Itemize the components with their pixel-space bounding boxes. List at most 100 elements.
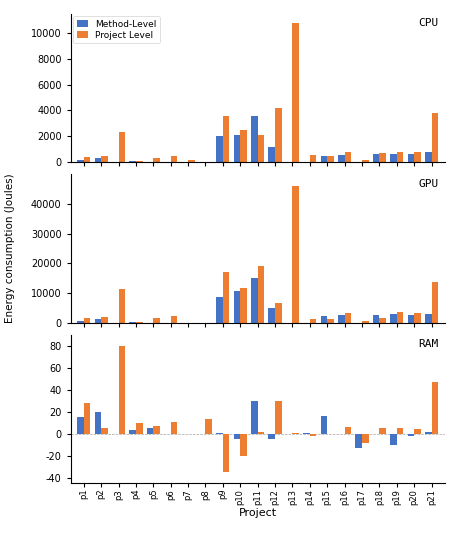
Bar: [251, 278, 257, 323]
Bar: [136, 161, 142, 162]
Bar: [396, 152, 403, 162]
Bar: [222, 272, 229, 323]
Bar: [240, 434, 246, 456]
Bar: [430, 113, 437, 162]
Bar: [389, 434, 396, 445]
Bar: [129, 430, 136, 434]
Bar: [396, 428, 403, 434]
Bar: [101, 318, 107, 323]
Bar: [84, 318, 90, 323]
Bar: [292, 433, 298, 434]
Text: Energy consumption (Joules): Energy consumption (Joules): [5, 173, 15, 323]
Bar: [292, 23, 298, 162]
Bar: [216, 298, 222, 323]
Bar: [118, 346, 125, 434]
Bar: [361, 160, 368, 162]
Bar: [320, 316, 327, 323]
Bar: [257, 135, 263, 162]
Bar: [77, 160, 84, 162]
Bar: [251, 116, 257, 162]
Bar: [379, 318, 385, 323]
Bar: [344, 313, 350, 323]
Bar: [77, 417, 84, 434]
Bar: [136, 321, 142, 323]
Bar: [389, 154, 396, 162]
Bar: [274, 303, 281, 323]
Bar: [327, 156, 333, 162]
Bar: [240, 130, 246, 162]
Bar: [268, 147, 274, 162]
Bar: [424, 152, 430, 162]
Bar: [407, 315, 413, 323]
Bar: [153, 318, 160, 323]
Text: CPU: CPU: [418, 18, 438, 28]
Bar: [101, 428, 107, 434]
Bar: [233, 291, 240, 323]
Legend: Method-Level, Project Level: Method-Level, Project Level: [73, 16, 160, 43]
Bar: [407, 154, 413, 162]
Bar: [136, 423, 142, 434]
Bar: [292, 186, 298, 323]
Bar: [320, 416, 327, 434]
Bar: [424, 431, 430, 434]
Bar: [101, 157, 107, 162]
Bar: [94, 320, 101, 323]
Bar: [118, 289, 125, 323]
Bar: [129, 322, 136, 323]
Bar: [240, 288, 246, 323]
Bar: [147, 428, 153, 434]
Bar: [396, 312, 403, 323]
Bar: [268, 308, 274, 323]
Bar: [354, 434, 361, 448]
Bar: [309, 434, 316, 436]
Bar: [337, 315, 344, 323]
Bar: [309, 319, 316, 323]
Bar: [274, 401, 281, 434]
Bar: [309, 155, 316, 162]
Bar: [407, 434, 413, 436]
Bar: [337, 155, 344, 162]
Bar: [222, 116, 229, 162]
Bar: [94, 158, 101, 162]
Bar: [118, 132, 125, 162]
Bar: [361, 434, 368, 443]
Bar: [216, 433, 222, 434]
Bar: [424, 314, 430, 323]
Bar: [205, 420, 212, 434]
Text: GPU: GPU: [418, 179, 438, 188]
Bar: [233, 135, 240, 162]
Bar: [222, 434, 229, 472]
Bar: [413, 429, 420, 434]
Bar: [84, 403, 90, 434]
Bar: [187, 160, 194, 162]
Bar: [327, 319, 333, 323]
Bar: [170, 316, 177, 323]
Bar: [413, 152, 420, 162]
Bar: [372, 154, 379, 162]
Bar: [379, 153, 385, 162]
Bar: [257, 266, 263, 323]
Bar: [372, 315, 379, 323]
Bar: [216, 136, 222, 162]
Bar: [430, 382, 437, 434]
Bar: [344, 427, 350, 434]
Text: RAM: RAM: [418, 339, 438, 349]
Bar: [268, 434, 274, 439]
Bar: [170, 422, 177, 434]
Bar: [153, 426, 160, 434]
Bar: [251, 401, 257, 434]
Bar: [320, 156, 327, 162]
Bar: [413, 313, 420, 323]
Bar: [153, 158, 160, 162]
Bar: [84, 157, 90, 162]
Bar: [170, 157, 177, 162]
Bar: [303, 433, 309, 434]
Bar: [361, 321, 368, 323]
Bar: [379, 428, 385, 434]
Bar: [94, 411, 101, 434]
Bar: [430, 282, 437, 323]
Bar: [77, 321, 84, 323]
Bar: [233, 434, 240, 439]
Bar: [129, 161, 136, 162]
X-axis label: Project: Project: [238, 508, 276, 518]
